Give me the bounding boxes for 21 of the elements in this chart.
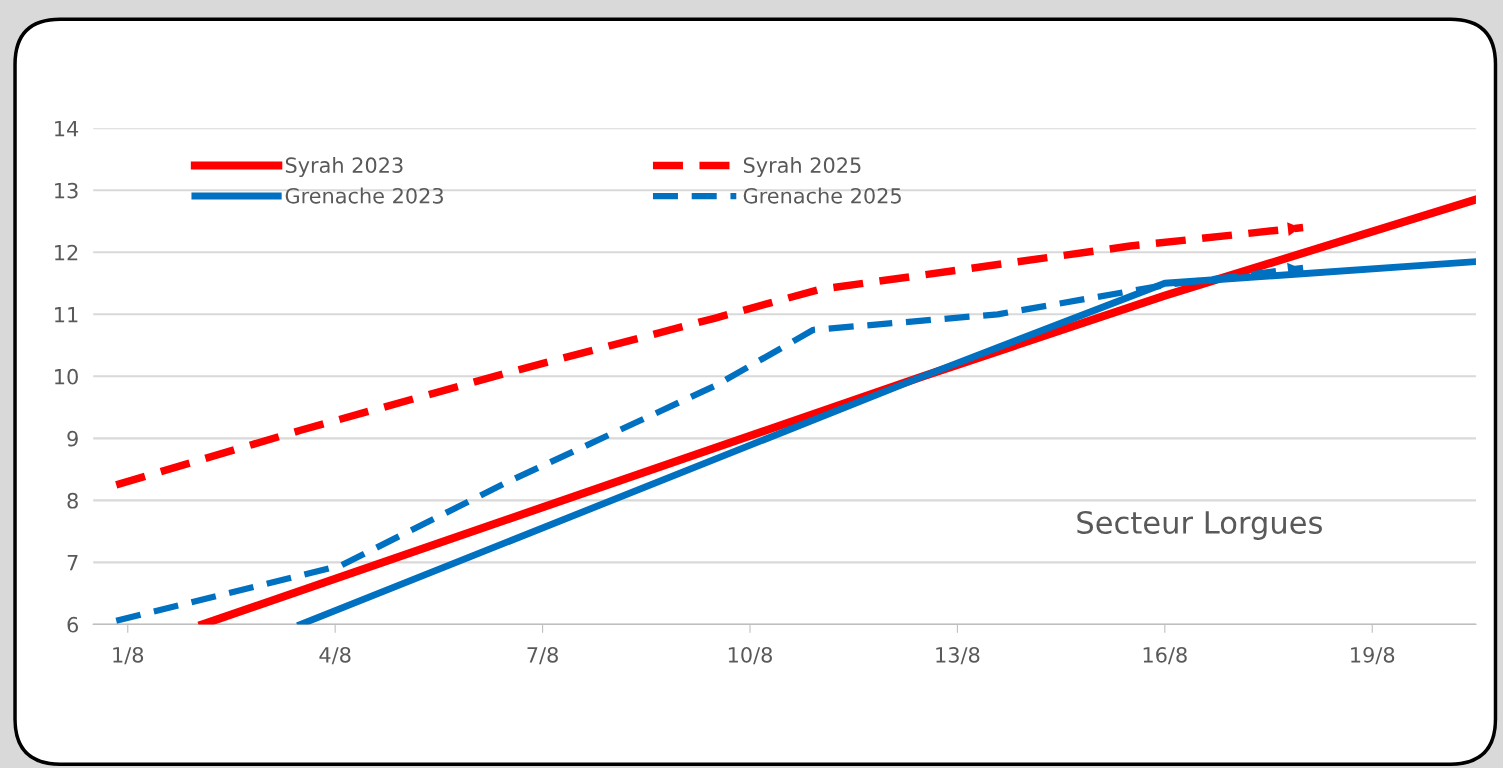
x-tick-label: 4/8 [319, 646, 351, 665]
y-tick-label: 7 [67, 555, 78, 571]
legend-label: Grenache 2023 [285, 187, 443, 204]
y-tick-label: 8 [67, 492, 78, 509]
y-tick-label: 6 [67, 616, 78, 633]
x-tick-label: 1/8 [113, 646, 144, 665]
x-tick-label: 19/8 [1351, 646, 1395, 665]
y-tick-label: 12 [55, 244, 78, 261]
x-tick-label: 10/8 [728, 646, 772, 665]
y-tick-label: 14 [55, 120, 79, 137]
y-tick-label: 11 [55, 307, 78, 323]
legend-label: Grenache 2025 [743, 187, 901, 204]
y-tick-label: 10 [55, 368, 78, 385]
x-tick-label: 13/8 [936, 646, 980, 665]
legend-label: Syrah 2023 [285, 156, 403, 178]
x-tick-label: 16/8 [1143, 646, 1187, 665]
legend-label: Syrah 2025 [743, 156, 861, 178]
x-tick-label: 7/8 [527, 646, 558, 665]
y-tick-label: 9 [67, 430, 78, 447]
annotation: Secteur Lorgues [1077, 510, 1322, 540]
y-tick-label: 13 [55, 182, 78, 199]
